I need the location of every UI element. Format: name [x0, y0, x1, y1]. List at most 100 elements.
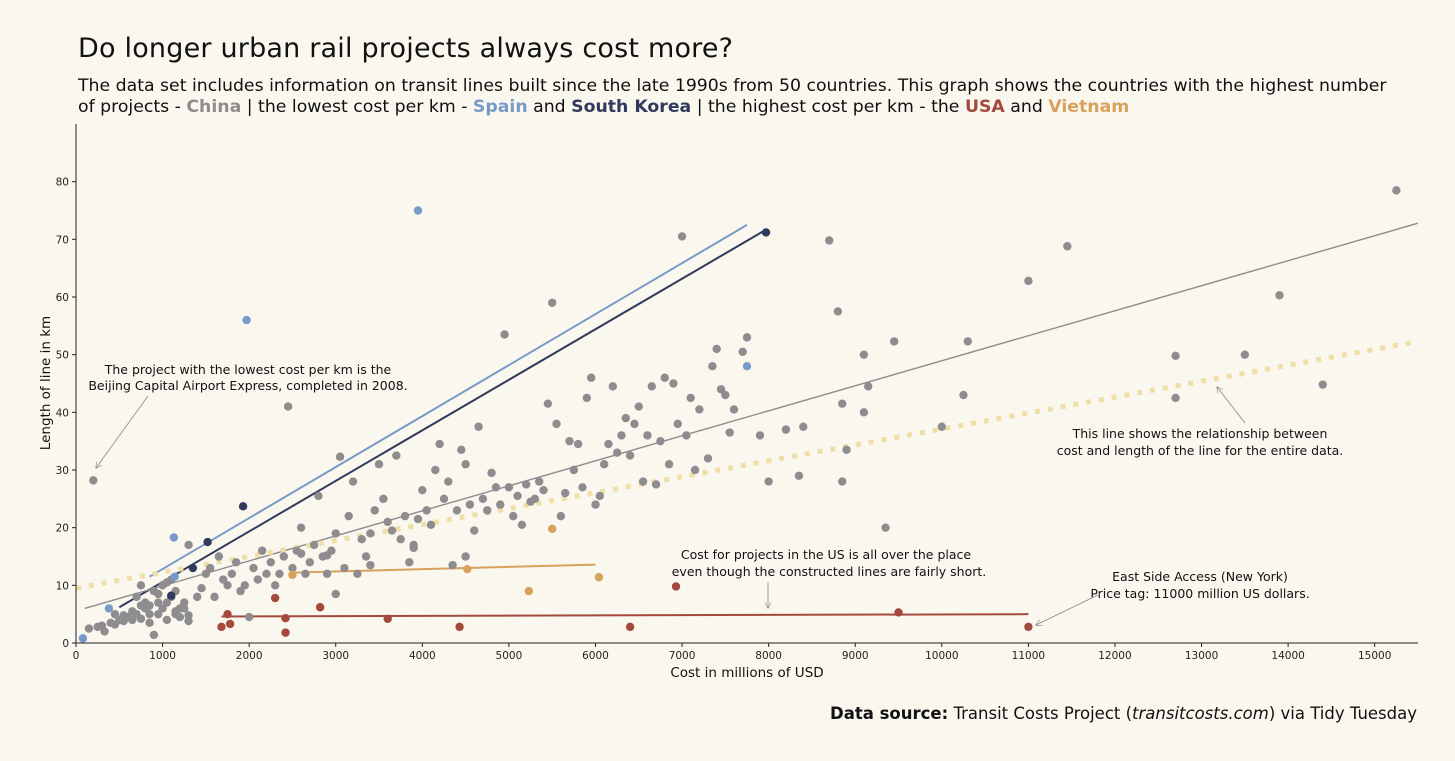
- point-china: [651, 480, 661, 489]
- point-china: [539, 485, 548, 495]
- point-china: [496, 500, 505, 509]
- point-usa: [625, 622, 635, 632]
- x-axis-label: Cost in millions of USD: [670, 665, 823, 681]
- point-china: [677, 232, 687, 241]
- point-china: [210, 592, 219, 602]
- y-tick-label: 60: [56, 292, 69, 304]
- point-china: [340, 563, 349, 573]
- point-china: [573, 439, 583, 449]
- annotation-us-line-2: even though the constructed lines are fa…: [672, 564, 987, 579]
- point-china: [275, 569, 284, 578]
- point-china: [257, 546, 267, 555]
- point-china: [348, 477, 358, 486]
- point-china: [379, 494, 388, 504]
- source-site-link[interactable]: transitcosts.com: [1132, 704, 1269, 723]
- point-china: [296, 523, 306, 532]
- point-china: [331, 589, 340, 599]
- point-china: [656, 436, 665, 446]
- point-china: [309, 540, 319, 550]
- point-south-korea: [238, 502, 248, 511]
- point-china: [240, 581, 250, 590]
- point-china: [119, 611, 128, 620]
- x-tick-label: 11000: [1012, 650, 1045, 662]
- x-tick-label: 10000: [925, 650, 958, 662]
- fit-line-south-korea: [118, 229, 765, 609]
- subtitle-text-5: and: [1004, 97, 1049, 117]
- point-china: [859, 408, 869, 417]
- subtitle-south-korea: South Korea: [571, 97, 692, 117]
- point-china: [686, 393, 695, 403]
- point-china: [439, 494, 449, 504]
- point-china: [335, 452, 345, 461]
- point-china: [361, 552, 371, 561]
- point-china: [522, 480, 531, 489]
- point-china: [331, 529, 340, 538]
- point-china: [838, 477, 847, 486]
- point-vietnam: [594, 573, 604, 582]
- point-china: [128, 615, 137, 625]
- point-south-korea: [761, 228, 771, 237]
- point-china: [825, 236, 834, 245]
- point-china: [625, 451, 635, 460]
- point-china: [582, 393, 592, 403]
- point-china: [206, 563, 215, 573]
- annotation-overall-fit: This line shows the relationship between…: [1057, 387, 1343, 458]
- point-china: [617, 431, 626, 440]
- point-china: [833, 307, 843, 316]
- x-tick-label: 9000: [842, 650, 869, 662]
- x-tick-label: 0: [73, 650, 80, 662]
- point-china: [253, 575, 263, 584]
- point-china: [586, 373, 596, 382]
- point-usa: [270, 593, 280, 603]
- point-spain: [78, 634, 88, 643]
- point-china: [608, 382, 617, 391]
- chart-subtitle: The data set includes information on tra…: [78, 76, 1398, 118]
- point-china: [738, 347, 747, 356]
- point-china: [413, 514, 423, 524]
- point-china: [708, 362, 717, 371]
- point-china: [859, 350, 869, 359]
- annotation-lowest-cost: The project with the lowest cost per km …: [88, 362, 408, 468]
- point-spain: [170, 572, 179, 581]
- point-china: [270, 581, 280, 590]
- subtitle-text-1: The data set includes information on tra…: [78, 76, 1387, 117]
- point-china: [374, 460, 384, 469]
- point-china: [937, 422, 947, 431]
- data-points: [78, 186, 1401, 643]
- y-tick-label: 10: [56, 580, 69, 592]
- point-china: [145, 601, 154, 610]
- point-china: [431, 465, 440, 475]
- point-china: [184, 616, 193, 626]
- annotation-esa-arrow: [1036, 593, 1101, 625]
- point-usa: [217, 622, 226, 632]
- x-tick-label: 2000: [236, 650, 263, 662]
- point-china: [184, 540, 193, 550]
- point-china: [1275, 291, 1284, 300]
- point-vietnam: [463, 564, 472, 574]
- fit-line-vietnam: [292, 563, 596, 574]
- x-tick-label: 13000: [1185, 650, 1218, 662]
- point-china: [426, 520, 436, 529]
- point-china: [725, 428, 734, 437]
- x-tick-label: 7000: [669, 650, 696, 662]
- point-china: [444, 477, 453, 486]
- chart-title: Do longer urban rail projects always cos…: [78, 33, 734, 64]
- point-spain: [104, 604, 114, 613]
- point-china: [149, 630, 159, 640]
- point-china: [1171, 351, 1180, 361]
- x-tick-label: 14000: [1271, 650, 1304, 662]
- point-spain: [413, 206, 423, 215]
- point-china: [1024, 276, 1033, 286]
- point-china: [742, 333, 752, 342]
- point-china: [132, 592, 141, 602]
- point-china: [162, 598, 172, 607]
- point-china: [344, 511, 353, 521]
- x-tick-label: 15000: [1358, 650, 1391, 662]
- point-china: [383, 517, 392, 527]
- point-china: [136, 601, 146, 610]
- point-china: [560, 488, 570, 498]
- x-tick-label: 1000: [149, 650, 176, 662]
- axis-ticks: 0 1000 2000 3000 4000 5000 6000 7000 8000 9000 100…: [56, 177, 1392, 662]
- y-tick-label: 50: [56, 350, 69, 362]
- y-tick-label: 80: [56, 177, 69, 189]
